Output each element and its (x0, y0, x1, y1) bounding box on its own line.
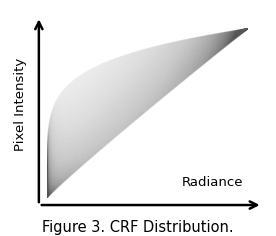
Text: Radiance: Radiance (181, 177, 243, 190)
Text: Figure 3. CRF Distribution.: Figure 3. CRF Distribution. (42, 220, 234, 235)
Text: Pixel Intensity: Pixel Intensity (14, 58, 27, 152)
